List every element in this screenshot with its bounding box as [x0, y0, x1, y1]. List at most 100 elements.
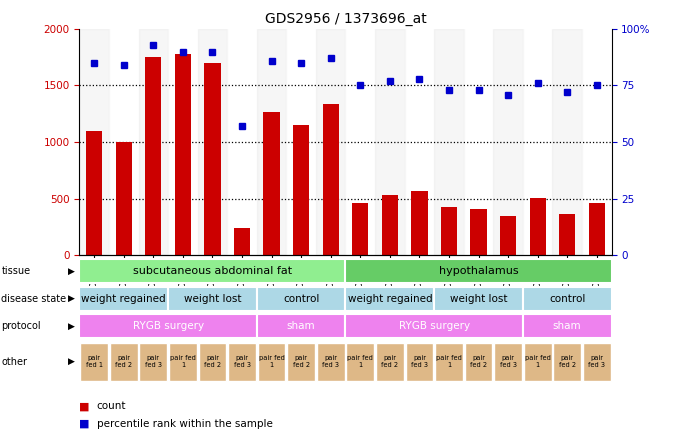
Bar — [352, 203, 368, 255]
Text: other: other — [1, 357, 28, 367]
Text: percentile rank within the sample: percentile rank within the sample — [97, 419, 273, 429]
Bar — [589, 203, 605, 255]
Bar — [323, 103, 339, 255]
Text: weight lost: weight lost — [450, 294, 507, 304]
Bar — [471, 210, 486, 255]
Bar — [168, 287, 257, 311]
Bar — [376, 343, 404, 381]
Text: control: control — [283, 294, 319, 304]
Text: weight lost: weight lost — [184, 294, 241, 304]
Bar — [583, 343, 611, 381]
Bar — [435, 343, 463, 381]
Text: subcutaneous abdominal fat: subcutaneous abdominal fat — [133, 266, 292, 276]
Bar — [79, 287, 168, 311]
Bar — [198, 343, 227, 381]
Bar — [257, 29, 286, 255]
Bar — [346, 343, 374, 381]
Text: protocol: protocol — [1, 321, 41, 331]
Text: disease state: disease state — [1, 294, 66, 304]
Bar — [169, 343, 197, 381]
Text: pair
fed 2: pair fed 2 — [381, 355, 399, 369]
Bar — [317, 343, 345, 381]
Text: pair
fed 2: pair fed 2 — [204, 355, 221, 369]
Bar — [493, 29, 523, 255]
Bar — [523, 314, 612, 338]
Bar — [110, 343, 138, 381]
Bar — [257, 287, 346, 311]
Bar — [346, 29, 375, 255]
Bar — [406, 343, 433, 381]
Bar — [411, 191, 428, 255]
Text: pair fed
1: pair fed 1 — [348, 355, 373, 369]
Text: ▶: ▶ — [68, 322, 75, 331]
Text: pair
fed 3: pair fed 3 — [588, 355, 605, 369]
Bar — [464, 29, 493, 255]
Text: weight regained: weight regained — [82, 294, 166, 304]
Bar — [109, 29, 139, 255]
Bar — [80, 343, 108, 381]
Bar — [464, 343, 493, 381]
Bar — [494, 343, 522, 381]
Bar — [227, 29, 257, 255]
Text: pair
fed 2: pair fed 2 — [115, 355, 133, 369]
Text: pair
fed 3: pair fed 3 — [500, 355, 517, 369]
Bar — [434, 287, 523, 311]
Text: ▶: ▶ — [68, 357, 75, 366]
Text: pair
fed 2: pair fed 2 — [470, 355, 487, 369]
Bar — [500, 216, 516, 255]
Text: pair fed
1: pair fed 1 — [436, 355, 462, 369]
Bar — [228, 343, 256, 381]
Text: ▶: ▶ — [68, 294, 75, 303]
Bar — [205, 63, 220, 255]
Text: ■: ■ — [79, 419, 90, 429]
Bar — [139, 29, 168, 255]
Bar — [559, 214, 576, 255]
Bar — [375, 29, 405, 255]
Bar — [287, 343, 315, 381]
Bar — [346, 287, 434, 311]
Bar — [79, 29, 109, 255]
Text: weight regained: weight regained — [348, 294, 432, 304]
Text: pair
fed 3: pair fed 3 — [145, 355, 162, 369]
Bar — [346, 259, 612, 283]
Text: ▶: ▶ — [68, 267, 75, 276]
Bar — [405, 29, 434, 255]
Text: control: control — [549, 294, 585, 304]
Text: RYGB surgery: RYGB surgery — [133, 321, 204, 331]
Bar — [175, 54, 191, 255]
Bar — [316, 29, 346, 255]
Text: sham: sham — [287, 321, 316, 331]
Bar — [145, 57, 162, 255]
Bar — [523, 287, 612, 311]
Text: count: count — [97, 401, 126, 411]
Bar — [258, 343, 285, 381]
Text: pair
fed 3: pair fed 3 — [411, 355, 428, 369]
Bar — [434, 29, 464, 255]
Bar — [552, 29, 582, 255]
Bar — [441, 206, 457, 255]
Bar — [523, 29, 552, 255]
Bar — [79, 259, 346, 283]
Bar — [286, 29, 316, 255]
Text: pair
fed 1: pair fed 1 — [86, 355, 103, 369]
Bar — [529, 198, 546, 255]
Text: pair fed
1: pair fed 1 — [524, 355, 551, 369]
Text: pair
fed 2: pair fed 2 — [558, 355, 576, 369]
Bar — [293, 125, 310, 255]
Bar — [86, 131, 102, 255]
Bar — [582, 29, 612, 255]
Bar — [234, 228, 250, 255]
Bar — [140, 343, 167, 381]
Bar — [198, 29, 227, 255]
Text: pair
fed 2: pair fed 2 — [292, 355, 310, 369]
Bar — [381, 195, 398, 255]
Bar — [257, 314, 346, 338]
Title: GDS2956 / 1373696_at: GDS2956 / 1373696_at — [265, 12, 426, 27]
Text: sham: sham — [553, 321, 582, 331]
Bar — [168, 29, 198, 255]
Bar — [115, 142, 132, 255]
Text: pair fed
1: pair fed 1 — [170, 355, 196, 369]
Text: hypothalamus: hypothalamus — [439, 266, 518, 276]
Text: pair
fed 3: pair fed 3 — [234, 355, 251, 369]
Text: ■: ■ — [79, 401, 90, 411]
